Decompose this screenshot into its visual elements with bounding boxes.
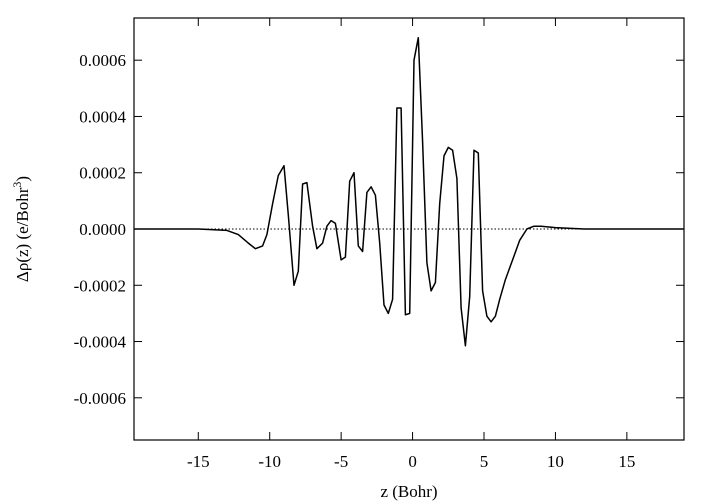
y-tick-label: -0.0006 xyxy=(74,389,126,408)
x-tick-label: -15 xyxy=(187,452,210,471)
y-tick-label: -0.0002 xyxy=(74,276,126,295)
y-axis-title-end: ) xyxy=(13,176,32,182)
y-tick-label: 0.0002 xyxy=(79,164,126,183)
y-tick-label: 0.0000 xyxy=(79,220,126,239)
y-axis-title-superscript: 3 xyxy=(10,182,24,188)
x-axis-ticks: -15 -10 -5 0 5 10 15 xyxy=(187,18,635,471)
y-axis-title-main: Δρ(z) (e/Bohr xyxy=(13,187,32,282)
y-axis-title: Δρ(z) (e/Bohr3) xyxy=(10,176,32,282)
x-tick-label: -10 xyxy=(258,452,281,471)
x-tick-label: 0 xyxy=(408,452,417,471)
x-tick-label: 15 xyxy=(618,452,635,471)
y-tick-label: 0.0004 xyxy=(79,107,126,126)
x-tick-label: -5 xyxy=(334,452,348,471)
x-axis-title: z (Bohr) xyxy=(380,482,437,501)
y-tick-label: 0.0006 xyxy=(79,51,126,70)
x-tick-label: 5 xyxy=(480,452,489,471)
y-axis-ticks: 0.0006 0.0004 0.0002 0.0000 -0.0002 -0.0004 -0… xyxy=(74,51,684,408)
y-tick-label: -0.0004 xyxy=(74,333,127,352)
series-line xyxy=(134,36,684,347)
series-layer xyxy=(134,36,684,347)
x-tick-label: 10 xyxy=(547,452,564,471)
